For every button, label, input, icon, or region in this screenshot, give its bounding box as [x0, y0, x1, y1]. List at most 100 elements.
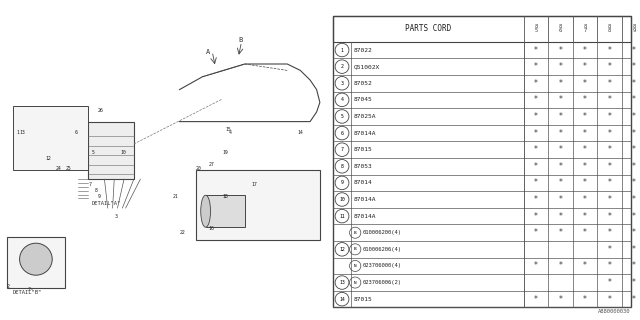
Text: 16: 16 — [209, 227, 214, 231]
Text: 8
8: 8 8 — [608, 24, 611, 34]
Text: 9: 9 — [98, 194, 100, 199]
Text: 010006200(4): 010006200(4) — [362, 230, 401, 235]
Text: *: * — [583, 195, 587, 204]
Text: *: * — [534, 228, 538, 237]
Text: *: * — [632, 145, 636, 154]
Text: *: * — [583, 261, 587, 270]
Text: *: * — [607, 145, 611, 154]
Text: 15: 15 — [225, 127, 231, 132]
Text: 6: 6 — [340, 131, 344, 136]
Text: 2: 2 — [6, 284, 10, 289]
Text: *: * — [559, 79, 563, 88]
Text: *: * — [607, 62, 611, 71]
Text: *: * — [534, 79, 538, 88]
Text: 13: 13 — [20, 131, 26, 135]
Text: *: * — [632, 178, 636, 188]
Text: *: * — [607, 278, 611, 287]
Text: 87052: 87052 — [353, 81, 372, 86]
Text: *: * — [559, 195, 563, 204]
Text: *: * — [583, 178, 587, 188]
Text: PARTS CORD: PARTS CORD — [405, 24, 451, 33]
FancyBboxPatch shape — [88, 122, 134, 179]
Text: *: * — [559, 212, 563, 220]
Text: *: * — [583, 95, 587, 104]
Text: *: * — [559, 145, 563, 154]
Text: Q51002X: Q51002X — [353, 64, 380, 69]
Text: *: * — [607, 162, 611, 171]
Text: 1: 1 — [17, 131, 19, 135]
Text: *: * — [583, 62, 587, 71]
Text: *: * — [559, 129, 563, 138]
Text: 1: 1 — [340, 48, 344, 52]
FancyBboxPatch shape — [13, 106, 88, 170]
Text: B: B — [354, 231, 356, 235]
Text: *: * — [534, 261, 538, 270]
Text: *: * — [534, 62, 538, 71]
Text: 7: 7 — [340, 147, 344, 152]
Text: *: * — [559, 295, 563, 304]
Text: *: * — [534, 112, 538, 121]
Text: *: * — [534, 129, 538, 138]
Text: 5: 5 — [92, 149, 94, 155]
Text: 26: 26 — [98, 108, 104, 113]
Text: *: * — [632, 95, 636, 104]
Text: *: * — [607, 129, 611, 138]
Text: 22: 22 — [179, 230, 185, 235]
Text: 010006206(4): 010006206(4) — [362, 247, 401, 252]
Text: 11: 11 — [339, 214, 345, 219]
Text: *: * — [534, 95, 538, 104]
Text: B: B — [354, 247, 356, 251]
Text: 8: 8 — [95, 188, 97, 193]
Text: N: N — [354, 264, 356, 268]
Text: A: A — [205, 49, 210, 55]
Text: 87045: 87045 — [353, 97, 372, 102]
Text: B: B — [238, 36, 243, 43]
Bar — [205, 195, 244, 227]
Text: *: * — [632, 295, 636, 304]
Text: *: * — [632, 261, 636, 270]
Text: 8
5: 8 5 — [534, 24, 538, 34]
Text: 8: 8 — [340, 164, 344, 169]
Text: 87025A: 87025A — [353, 114, 376, 119]
Text: *: * — [632, 195, 636, 204]
Text: DETAIL"A": DETAIL"A" — [92, 201, 121, 206]
Text: 14: 14 — [297, 131, 303, 135]
Text: *: * — [559, 228, 563, 237]
Text: *: * — [607, 178, 611, 188]
Text: 4: 4 — [228, 131, 231, 135]
Text: *: * — [559, 62, 563, 71]
Text: *: * — [583, 129, 587, 138]
Text: 2: 2 — [340, 64, 344, 69]
Text: 5: 5 — [340, 114, 344, 119]
Text: 023706000(4): 023706000(4) — [362, 263, 401, 268]
Text: 20: 20 — [196, 166, 202, 171]
Text: *: * — [583, 212, 587, 220]
Text: 14: 14 — [339, 297, 345, 302]
Text: *: * — [607, 212, 611, 220]
Text: 87014A: 87014A — [353, 214, 376, 219]
Text: 023706006(2): 023706006(2) — [362, 280, 401, 285]
Text: *: * — [632, 162, 636, 171]
Text: 18: 18 — [222, 194, 228, 199]
Text: *: * — [632, 278, 636, 287]
Text: 2-: 2- — [28, 287, 35, 292]
Text: 27: 27 — [209, 163, 214, 167]
Text: *: * — [632, 245, 636, 254]
Text: *: * — [632, 45, 636, 54]
Text: N: N — [354, 281, 356, 284]
Text: *: * — [559, 95, 563, 104]
Text: *: * — [632, 129, 636, 138]
Text: *: * — [583, 145, 587, 154]
Text: 87022: 87022 — [353, 48, 372, 52]
Text: 12: 12 — [45, 156, 51, 161]
Text: *: * — [534, 45, 538, 54]
Text: *: * — [583, 162, 587, 171]
Text: *: * — [607, 228, 611, 237]
Text: *: * — [607, 112, 611, 121]
Text: *: * — [534, 178, 538, 188]
Text: 87014: 87014 — [353, 180, 372, 185]
Text: 9: 9 — [340, 180, 344, 185]
Text: *: * — [559, 261, 563, 270]
Text: 87053: 87053 — [353, 164, 372, 169]
Text: 10: 10 — [121, 149, 127, 155]
